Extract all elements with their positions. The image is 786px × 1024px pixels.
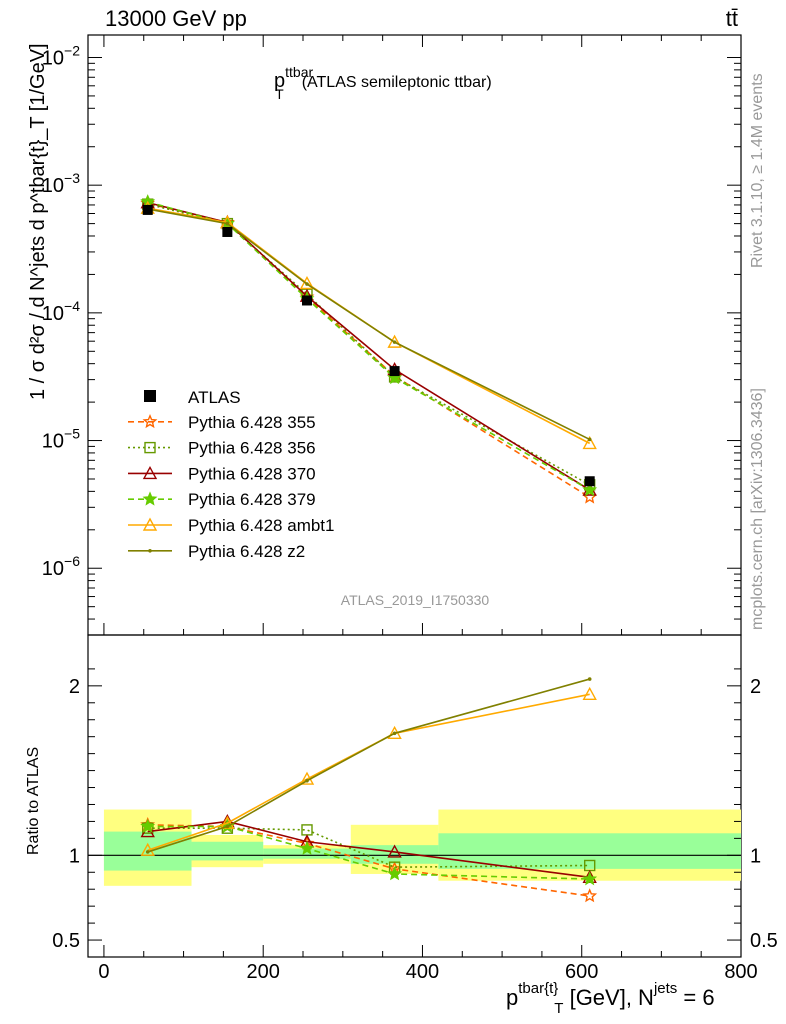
ratio-y-tick-label: 1 (69, 845, 80, 867)
y-tick-label: 10−4 (42, 298, 80, 325)
x-axis-label-sup: tbar{t} (518, 980, 558, 997)
main-title-rest: (ATLAS semileptonic ttbar) (302, 74, 492, 91)
x-tick-label: 0 (98, 961, 109, 983)
ratio-y-tick-label-right: 2 (750, 676, 761, 698)
x-tick-label: 600 (565, 961, 598, 983)
chart-marks: 0 200 400 600 800 10−6 10−5 10−4 10−3 10−2 0.5 0.5 1… (42, 35, 778, 983)
ratio-series-point (225, 824, 230, 829)
ratio-series-point (587, 677, 592, 681)
x-tick-label: 400 (406, 961, 439, 983)
x-tick-label: 800 (724, 961, 757, 983)
ratio-y-axis-label: Ratio to ATLAS (25, 747, 42, 855)
ratio-y-tick-label: 2 (69, 676, 80, 698)
main-series-point (299, 275, 315, 290)
ratio-series-point (387, 866, 403, 881)
legend-marker (142, 465, 158, 480)
data-point (222, 226, 233, 237)
main-title-sub: T (275, 86, 284, 102)
analysis-watermark: ATLAS_2019_I1750330 (341, 592, 490, 608)
x-axis-label-sup2: jets (653, 980, 677, 997)
legend-label: Pythia 6.428 z2 (188, 542, 305, 561)
ratio-series-point (392, 731, 397, 736)
ratio-y-tick-label-right: 1 (750, 845, 761, 867)
main-series-point (587, 437, 592, 442)
legend-data-marker (144, 390, 156, 402)
data-point (389, 366, 400, 377)
rivet-label: Rivet 3.1.10, ≥ 1.4M events (749, 73, 766, 268)
legend: ATLAS Pythia 6.428 355 Pythia 6.428 356 Pyt… (128, 388, 334, 561)
main-title: pttbar T (ATLAS semileptonic ttbar) (274, 64, 492, 102)
legend-marker (142, 491, 158, 506)
main-series-point (305, 282, 309, 286)
data-point (301, 295, 312, 306)
legend-label: Pythia 6.428 370 (188, 464, 316, 483)
main-title-p: p (274, 70, 285, 92)
ratio-series-point (582, 686, 597, 701)
process-label: tt̄ (726, 6, 738, 31)
main-series-point (392, 340, 397, 344)
x-axis-label-rest: [GeV], N (563, 985, 653, 1010)
ratio-series-point (140, 818, 156, 833)
ratio-band-inner (438, 833, 741, 869)
ratio-y-tick-label: 0.5 (52, 930, 80, 952)
legend-label: Pythia 6.428 ambt1 (188, 516, 334, 535)
ratio-band-inner (263, 848, 351, 859)
y-tick-label: 10−5 (42, 426, 80, 453)
legend-data-label: ATLAS (188, 388, 241, 407)
legend-label: Pythia 6.428 355 (188, 413, 316, 432)
ratio-series-point (582, 888, 598, 903)
y-tick-label: 10−2 (42, 42, 80, 69)
ratio-series-point (299, 840, 315, 855)
y-tick-label: 10−6 (42, 553, 80, 580)
ratio-series-point (305, 778, 309, 783)
main-series-point (582, 482, 598, 497)
main-series-point (225, 221, 230, 226)
main-series-point (582, 435, 597, 450)
legend-marker (144, 441, 156, 454)
ratio-series-point (582, 871, 598, 886)
legend-marker (142, 517, 158, 531)
ratio-series-point (140, 842, 155, 856)
ratio-series-point (387, 844, 402, 858)
main-plot-frame (87, 34, 742, 636)
ratio-plot-frame (87, 634, 742, 958)
data-point (584, 476, 595, 487)
x-axis-label-sub: T (554, 1000, 563, 1017)
collision-label: 13000 GeV pp (105, 6, 247, 31)
legend-label: Pythia 6.428 356 (188, 439, 316, 458)
legend-label: Pythia 6.428 379 (188, 490, 316, 509)
main-y-axis-label: 1 / σ d²σ / d N^jets d p^tbar{t}_T [1/Ge… (27, 43, 49, 400)
main-series-point (387, 334, 402, 348)
x-tick-label: 200 (247, 961, 280, 983)
x-axis-label-end: = 6 (677, 985, 714, 1010)
mcplots-label: mcplots.cern.ch [arXiv:1306.3436] (749, 388, 766, 630)
main-title-sup: ttbar (285, 64, 313, 80)
data-point (142, 204, 153, 215)
ratio-y-tick-label-right: 0.5 (750, 930, 778, 952)
ratio-band-inner (191, 841, 264, 861)
legend-marker (142, 413, 158, 429)
ratio-series-point (145, 850, 150, 854)
y-tick-label: 10−3 (42, 170, 80, 197)
legend-marker (148, 549, 152, 553)
x-axis-label: ptbar{t} T [GeV], Njets = 6 (506, 980, 715, 1017)
x-axis-label-p: p (506, 985, 518, 1010)
